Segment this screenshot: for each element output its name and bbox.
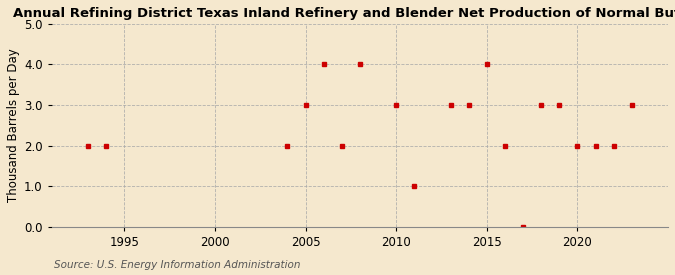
Title: Annual Refining District Texas Inland Refinery and Blender Net Production of Nor: Annual Refining District Texas Inland Re…: [13, 7, 675, 20]
Y-axis label: Thousand Barrels per Day: Thousand Barrels per Day: [7, 48, 20, 202]
Text: Source: U.S. Energy Information Administration: Source: U.S. Energy Information Administ…: [54, 260, 300, 270]
